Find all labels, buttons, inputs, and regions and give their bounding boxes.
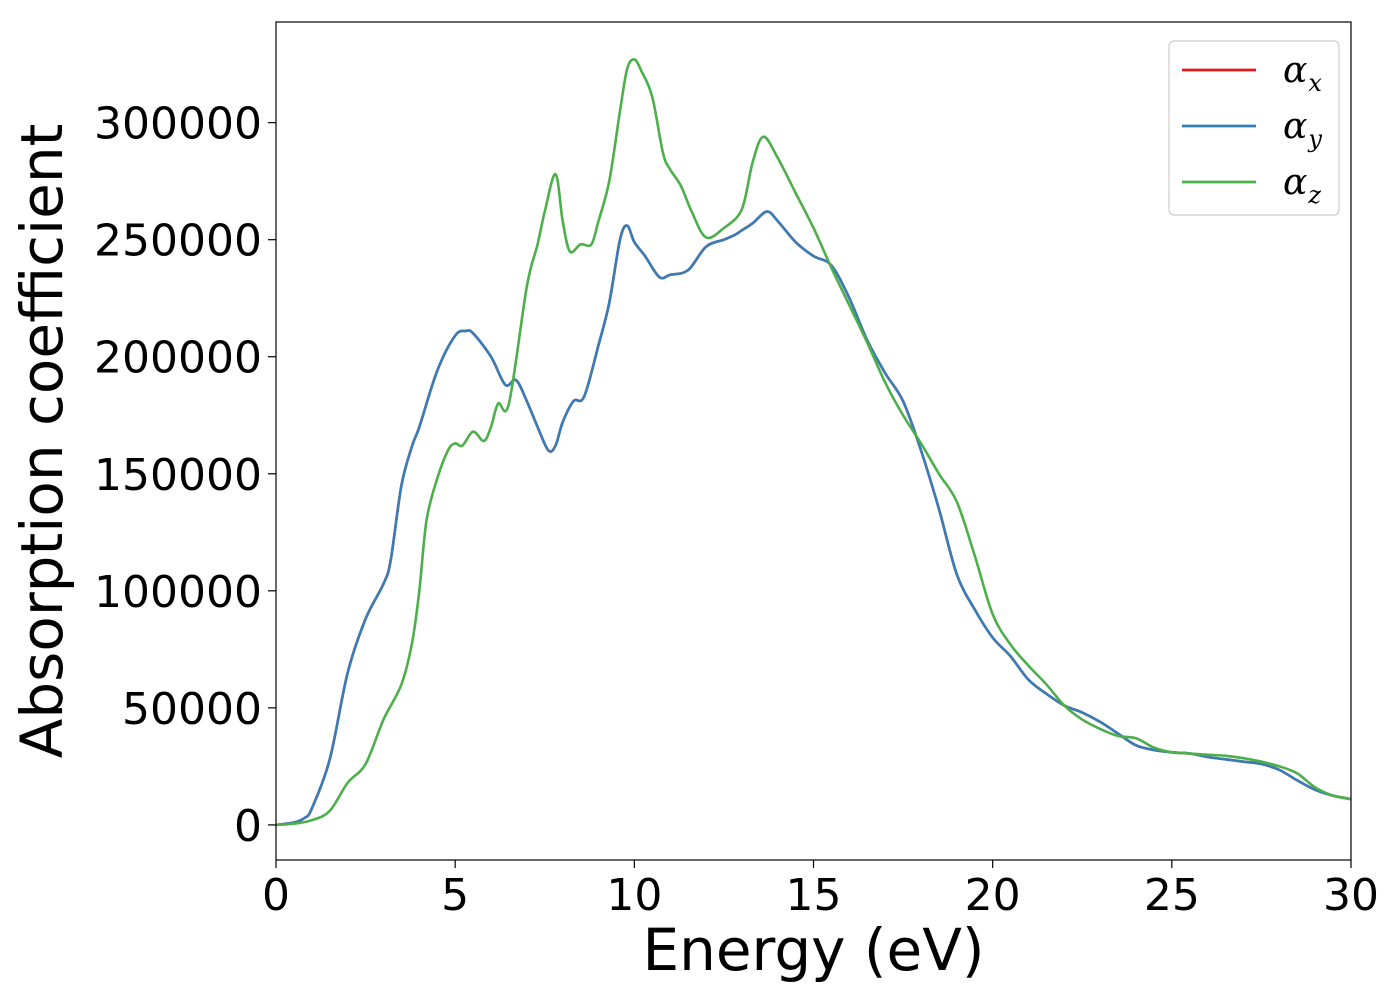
- x-tick-label: 20: [965, 870, 1021, 921]
- y-axis: 0 50000 100000 150000 200000 250000 300000: [94, 99, 276, 852]
- series-line-z: [276, 58, 1351, 827]
- x-axis-label: Energy (eV): [642, 916, 984, 984]
- x-tick-label: 15: [786, 870, 842, 921]
- x-tick-label: 10: [606, 870, 662, 921]
- y-tick-label: 150000: [94, 450, 262, 501]
- series-line-y: [276, 210, 1351, 827]
- y-tick-label: 50000: [122, 684, 262, 735]
- x-tick-label: 25: [1144, 870, 1200, 921]
- legend-box: [1168, 40, 1340, 216]
- x-axis: 0 5 10 15 20 25 30: [262, 860, 1379, 921]
- x-tick-label: 0: [262, 870, 290, 921]
- legend-label-z: αz: [1283, 162, 1321, 209]
- y-tick-label: 100000: [94, 567, 262, 618]
- y-axis-label: Absorption coefficient: [8, 124, 76, 759]
- y-tick-label: 0: [234, 801, 262, 852]
- series-line-x: [276, 210, 1351, 827]
- plot-lines: [276, 58, 1351, 827]
- x-tick-label: 30: [1323, 870, 1379, 921]
- x-tick-label: 5: [441, 870, 469, 921]
- y-tick-label: 300000: [94, 99, 262, 150]
- y-tick-label: 250000: [94, 216, 262, 267]
- y-tick-label: 200000: [94, 333, 262, 384]
